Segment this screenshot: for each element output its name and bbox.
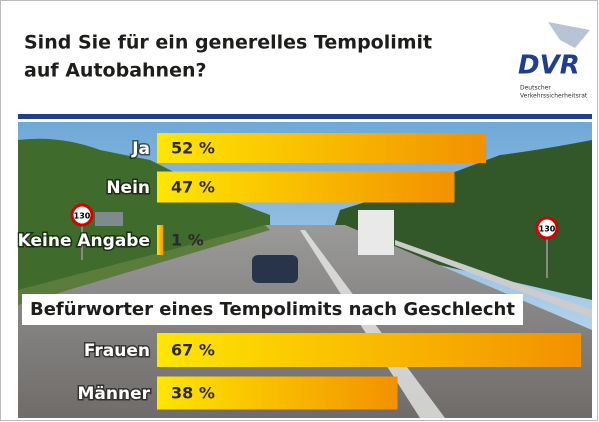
- bar: [157, 225, 164, 255]
- category-label: Frauen: [84, 341, 150, 361]
- logo-arrow: [548, 22, 590, 48]
- category-label: Nein: [106, 178, 150, 198]
- bar: [157, 333, 582, 367]
- bar: [157, 171, 455, 203]
- logo-caption: Verkehrssicherheitsrat: [520, 93, 588, 100]
- category-label: Keine Angabe: [18, 231, 150, 251]
- divider: [18, 114, 592, 119]
- category-label: Ja: [131, 139, 150, 159]
- value-label: 47 %: [171, 178, 215, 197]
- bar: [157, 376, 398, 410]
- value-label: 52 %: [171, 139, 215, 158]
- bar: [157, 133, 487, 163]
- section-title: Befürworter eines Tempolimits nach Gesch…: [30, 299, 515, 320]
- value-label: 67 %: [171, 341, 215, 360]
- sign-text: 130: [539, 225, 556, 234]
- category-label: Männer: [77, 384, 150, 404]
- value-label: 1 %: [171, 231, 204, 250]
- photo-background: [18, 122, 592, 418]
- title-line: Sind Sie für ein generelles Tempolimit: [24, 32, 432, 54]
- logo-text: DVR: [518, 51, 580, 81]
- sign-text: 130: [74, 212, 91, 221]
- section-title-box: [22, 294, 523, 325]
- value-label: 38 %: [171, 384, 215, 403]
- logo: DVR Deutscher Verkehrssicherheitsrat: [518, 22, 590, 100]
- logo-caption: Deutscher: [520, 85, 551, 92]
- title-line: auf Autobahnen?: [24, 60, 207, 82]
- speed-sign: 130 130: [70, 203, 559, 278]
